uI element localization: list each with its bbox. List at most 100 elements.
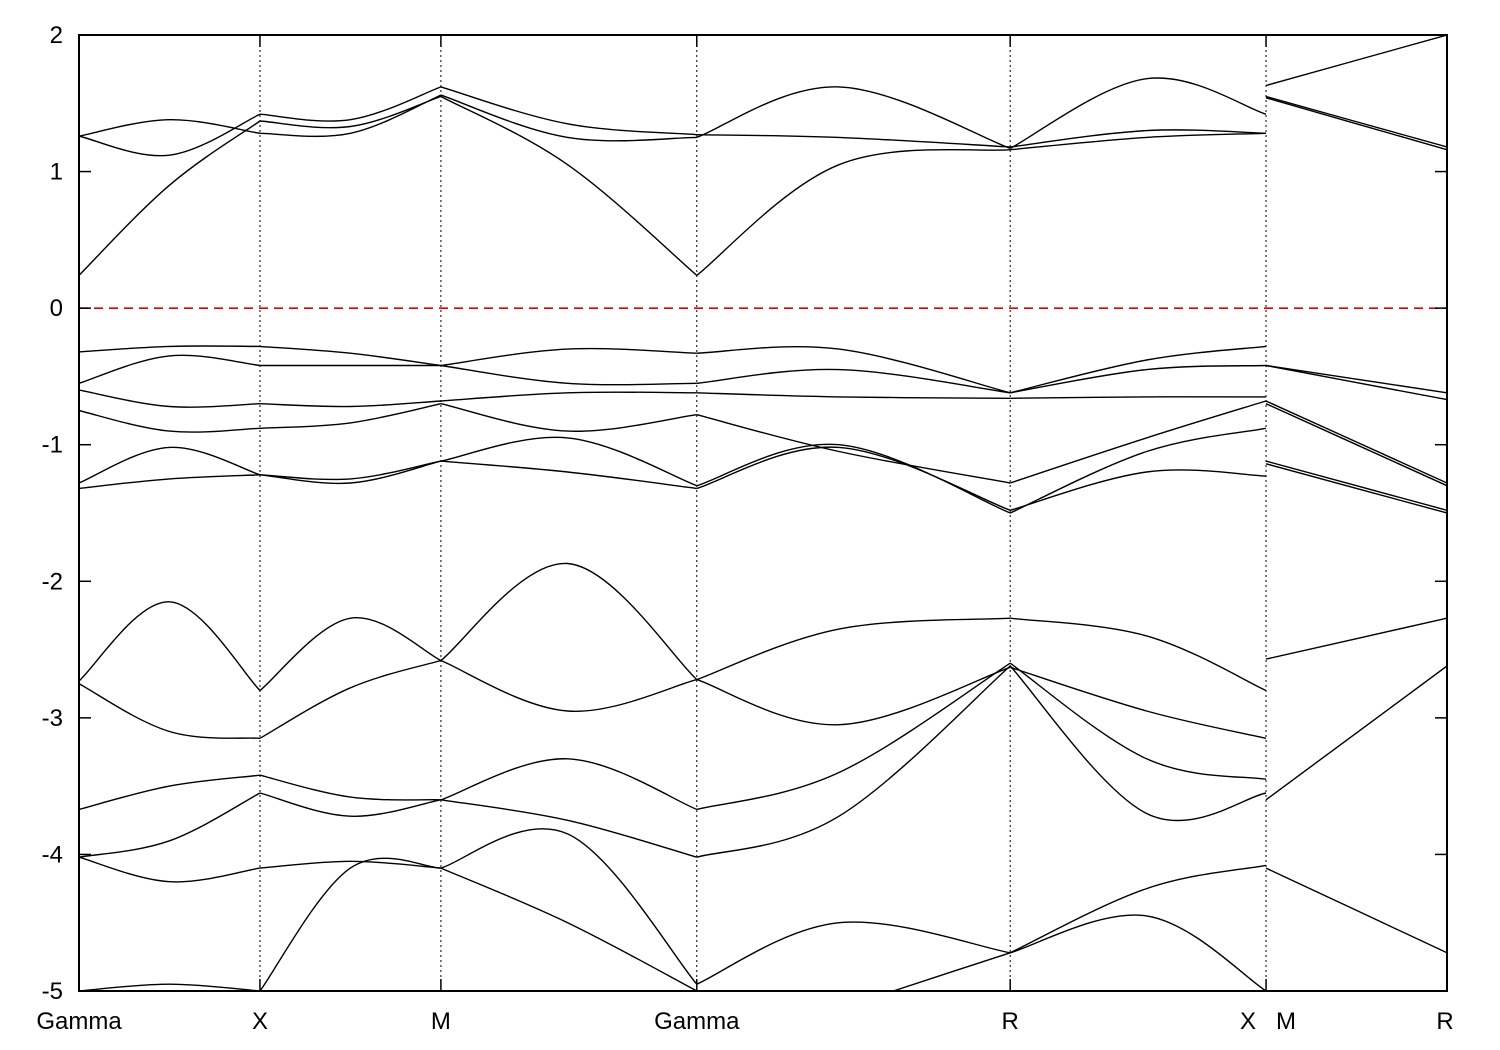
band-line bbox=[1009, 665, 1267, 822]
band-line bbox=[1265, 35, 1447, 87]
band-line bbox=[259, 95, 442, 129]
band-line bbox=[79, 409, 261, 433]
band-line bbox=[1265, 95, 1447, 148]
x-tick-label: Gamma bbox=[36, 1008, 122, 1035]
band-line bbox=[1010, 469, 1267, 511]
band-line bbox=[79, 983, 261, 991]
band-line bbox=[1010, 132, 1267, 151]
y-tick-label: -2 bbox=[42, 568, 63, 595]
band-line bbox=[259, 617, 442, 692]
band-line bbox=[1010, 129, 1267, 148]
k-point-separator-lines bbox=[259, 35, 1267, 991]
band-line bbox=[1010, 345, 1267, 394]
band-line bbox=[696, 345, 1011, 394]
x-axis: Gamma X M Gamma R X M R bbox=[36, 35, 1454, 1035]
band-line bbox=[696, 392, 1011, 399]
band-lines bbox=[79, 35, 1447, 991]
band-line bbox=[696, 665, 1011, 858]
band-line bbox=[79, 856, 261, 883]
x-tick-label: R bbox=[1002, 1008, 1019, 1035]
band-line bbox=[79, 683, 261, 739]
band-line bbox=[259, 774, 441, 801]
plot-frame bbox=[78, 34, 1448, 992]
band-line bbox=[1265, 867, 1447, 954]
band-line bbox=[440, 391, 697, 402]
band-line bbox=[79, 792, 261, 858]
y-tick-label: -4 bbox=[42, 841, 63, 868]
band-line bbox=[259, 400, 441, 408]
band-line bbox=[440, 659, 697, 712]
band-line bbox=[1009, 666, 1267, 739]
band-line bbox=[259, 86, 442, 122]
y-tick-label: 0 bbox=[50, 295, 63, 322]
band-line bbox=[259, 792, 442, 817]
band-line bbox=[696, 86, 1011, 150]
band-line bbox=[259, 460, 442, 485]
x-tick-label: Gamma bbox=[654, 1008, 740, 1035]
band-line bbox=[440, 758, 698, 811]
band-line bbox=[79, 354, 261, 384]
band-line bbox=[440, 828, 698, 985]
band-line bbox=[440, 86, 697, 136]
band-line bbox=[1265, 460, 1447, 511]
band-line bbox=[79, 120, 261, 276]
band-line bbox=[259, 857, 441, 991]
band-line bbox=[1009, 427, 1267, 514]
band-line bbox=[1265, 665, 1447, 801]
band-line bbox=[696, 666, 1011, 726]
band-line bbox=[79, 601, 261, 692]
band-line bbox=[440, 460, 697, 490]
band-line bbox=[440, 364, 697, 386]
band-line bbox=[696, 134, 1011, 148]
band-line bbox=[1265, 364, 1447, 401]
band-line bbox=[440, 95, 698, 276]
band-line bbox=[440, 436, 698, 487]
band-line bbox=[1010, 617, 1267, 692]
y-axis: 2 1 0 -1 -2 -3 -4 -5 bbox=[42, 22, 1447, 1005]
y-tick-label: -5 bbox=[42, 978, 63, 1005]
y-tick-label: -1 bbox=[42, 432, 63, 459]
band-line bbox=[1010, 914, 1267, 991]
band-line bbox=[259, 460, 442, 481]
band-line bbox=[1009, 662, 1267, 780]
band-line bbox=[440, 347, 697, 367]
x-tick-label: M bbox=[1276, 1008, 1296, 1035]
x-tick-label: X bbox=[252, 1008, 268, 1035]
band-line bbox=[440, 94, 697, 142]
band-line bbox=[259, 860, 441, 869]
y-tick-label: 1 bbox=[50, 159, 63, 186]
band-line bbox=[79, 113, 261, 157]
band-line bbox=[1010, 364, 1267, 394]
band-line bbox=[79, 118, 261, 137]
band-line bbox=[696, 617, 1011, 681]
band-line bbox=[259, 403, 442, 429]
band-line bbox=[440, 867, 698, 991]
band-line bbox=[696, 662, 1011, 811]
band-line bbox=[259, 659, 442, 739]
band-line bbox=[79, 345, 261, 353]
band-line bbox=[1009, 864, 1267, 954]
band-line bbox=[1265, 364, 1447, 394]
y-tick-label: -3 bbox=[42, 705, 63, 732]
band-line bbox=[440, 562, 698, 681]
band-line bbox=[1265, 463, 1447, 514]
band-line bbox=[1265, 97, 1447, 151]
band-line bbox=[1265, 617, 1447, 660]
band-line bbox=[1009, 77, 1267, 150]
band-line bbox=[696, 921, 1011, 985]
band-line bbox=[440, 799, 697, 858]
band-line bbox=[696, 368, 1011, 394]
band-line bbox=[696, 414, 1011, 484]
band-line bbox=[79, 474, 261, 490]
band-line bbox=[259, 94, 442, 138]
x-tick-label: M bbox=[431, 1008, 451, 1035]
band-line bbox=[696, 148, 1011, 276]
x-tick-label: X bbox=[1240, 1008, 1256, 1035]
band-line bbox=[1010, 396, 1267, 399]
band-line bbox=[79, 446, 261, 484]
band-line bbox=[1265, 400, 1447, 484]
y-tick-label: 2 bbox=[50, 22, 63, 49]
band-line bbox=[259, 345, 441, 367]
x-tick-label: R bbox=[1436, 1008, 1453, 1035]
